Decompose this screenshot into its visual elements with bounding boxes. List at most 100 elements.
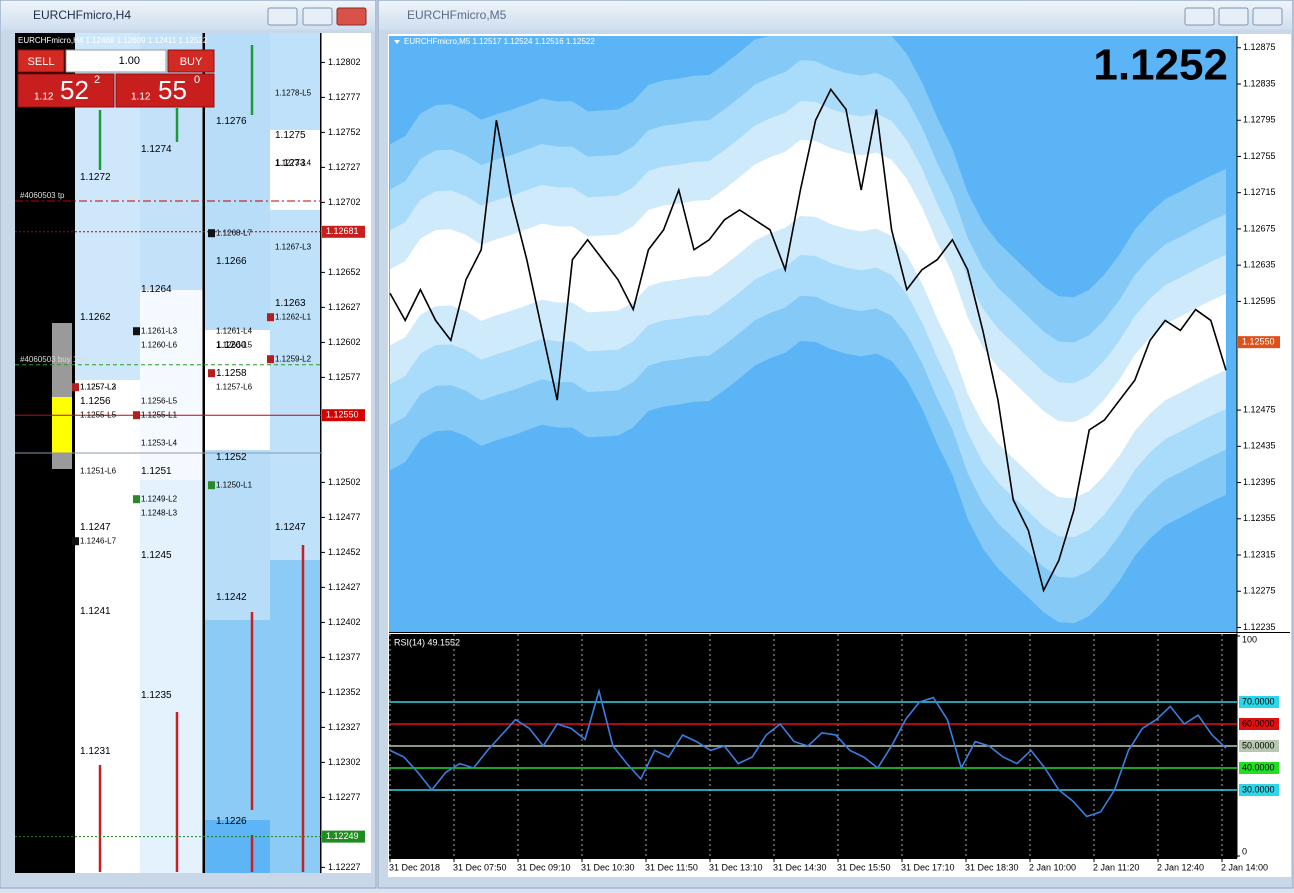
level-label: 1.1272 [80, 172, 111, 183]
price-tick-label: 1.12435 [1243, 441, 1276, 451]
price-marker-label: 1.12249 [326, 831, 359, 841]
level-label: 1.1257-L2 [80, 382, 117, 391]
price-tick-label: 1.12635 [1243, 260, 1276, 270]
price-tick-label: 1.12315 [1243, 549, 1276, 559]
level-label: 1.1251 [141, 466, 172, 477]
level-label: 1.1273 [275, 158, 306, 169]
level-label: 1.1231 [80, 746, 111, 757]
price-tick-label: 1.12595 [1243, 296, 1276, 306]
price-tick-label: 1.12275 [1243, 586, 1276, 596]
level-label: 1.1248-L3 [141, 508, 178, 517]
time-label: 31 Dec 18:30 [965, 862, 1019, 872]
price-tick-label: 1.12402 [328, 617, 361, 627]
rsi-label: RSI(14) 49.1552 [394, 637, 460, 647]
level-mark [72, 383, 79, 392]
level-label: 1.1255-L1 [141, 410, 178, 419]
price-tick-label: 1.12755 [1243, 151, 1276, 161]
sell-button[interactable] [17, 49, 65, 73]
price-tick-label: 1.12675 [1243, 223, 1276, 233]
order-line-label: #4060503 tp [20, 191, 65, 200]
level-label: 1.1252 [216, 452, 247, 463]
volume[interactable]: 1.00 [119, 55, 140, 67]
time-label: 2 Jan 14:00 [1221, 862, 1268, 872]
right-title-bar [379, 1, 1292, 30]
maximize-button[interactable] [302, 7, 333, 26]
level-label: 1.1256-L5 [141, 396, 178, 405]
price-tick-label: 1.12502 [328, 477, 361, 487]
level-label: 1.1268-L7 [216, 228, 253, 237]
close-button[interactable] [336, 7, 367, 26]
price-tick-label: 1.12627 [328, 302, 361, 312]
minimize-button[interactable] [267, 7, 298, 26]
level-label: 1.1260-L5 [216, 340, 253, 349]
level-label: 1.1245 [141, 550, 172, 561]
price-marker-label: 1.12681 [326, 226, 359, 236]
time-label: 31 Dec 07:50 [453, 862, 507, 872]
minimize-button[interactable] [1184, 7, 1215, 26]
price-tick-label: 1.12752 [328, 127, 361, 137]
price-marker [1238, 336, 1280, 349]
col-bg [205, 820, 270, 873]
time-label: 2 Jan 11:20 [1093, 862, 1139, 872]
level-label: 1.1246-L7 [80, 536, 117, 545]
price-marker-label: 1.12550 [326, 410, 359, 420]
level-label: 1.1258 [216, 368, 247, 379]
window-buttons[interactable] [267, 7, 1283, 26]
level-label: 1.1262 [80, 312, 111, 323]
rsi-level-label: 40.0000 [1242, 762, 1275, 772]
rsi-level-box [1239, 718, 1279, 730]
level-mark [208, 229, 215, 238]
buy-label[interactable]: BUY [180, 56, 203, 68]
time-label: 31 Dec 17:10 [901, 862, 955, 872]
level-label: 1.1247 [275, 522, 306, 533]
rsi-line [389, 687, 1227, 818]
level-mark [208, 481, 215, 490]
buy-sup: 0 [194, 74, 200, 86]
sell-prefix: 1.12 [34, 92, 54, 103]
close-button[interactable] [1252, 7, 1283, 26]
level-label: 1.1262-L1 [275, 312, 312, 321]
price-tick-label: 1.12802 [328, 57, 361, 67]
sell-label[interactable]: SELL [28, 56, 55, 68]
price-tick-label: 1.12427 [328, 582, 361, 592]
level-label: 1.1261-L3 [141, 326, 178, 335]
sell-price-box[interactable] [17, 73, 115, 108]
time-label: 2 Jan 12:40 [1157, 862, 1204, 872]
rsi-level-label: 30.0000 [1242, 784, 1275, 794]
level-label: 1.1256 [80, 396, 111, 407]
maximize-button[interactable] [1218, 7, 1249, 26]
window-title: EURCHFmicro,H4 [33, 8, 131, 22]
price-tick-label: 1.12475 [1243, 404, 1276, 414]
price-tick-label: 1.12235 [1243, 622, 1276, 632]
level-label: 1.1253-L4 [141, 438, 178, 447]
level-label: 1.1266 [216, 256, 247, 267]
buy-price-box[interactable] [115, 73, 215, 108]
bands [390, 36, 1226, 624]
price-tick-label: 1.12835 [1243, 78, 1276, 88]
volume-box[interactable] [65, 49, 167, 73]
time-label: 31 Dec 15:50 [837, 862, 891, 872]
rsi-tick-label: 100 [1242, 634, 1257, 644]
price-tick-label: 1.12277 [328, 792, 361, 802]
price-tick-label: 1.12327 [328, 722, 361, 732]
level-label: 1.1264 [141, 284, 172, 295]
buy-button[interactable] [167, 49, 215, 73]
level-mark [267, 313, 274, 322]
chart-header: EURCHFmicro,M5 1.12517 1.12524 1.12516 1… [404, 37, 595, 46]
level-mark [208, 369, 215, 378]
rsi-level-box [1239, 696, 1279, 708]
rsi-level-box [1239, 762, 1279, 774]
header-arrow [394, 40, 400, 44]
order-line-label: #4060503 buy 1.00 [20, 355, 89, 364]
level-label: 1.1274 [141, 144, 172, 155]
level-label: 1.1241 [80, 606, 111, 617]
rsi-level-box [1239, 784, 1279, 796]
level-mark [133, 327, 140, 336]
sell-sup: 2 [94, 74, 100, 86]
rsi-tick-label: 0 [1242, 846, 1247, 856]
envelope-band [390, 139, 1226, 499]
level-label: 1.1273-L4 [275, 158, 312, 167]
col-bg [270, 130, 320, 210]
price-tick-label: 1.12395 [1243, 477, 1276, 487]
